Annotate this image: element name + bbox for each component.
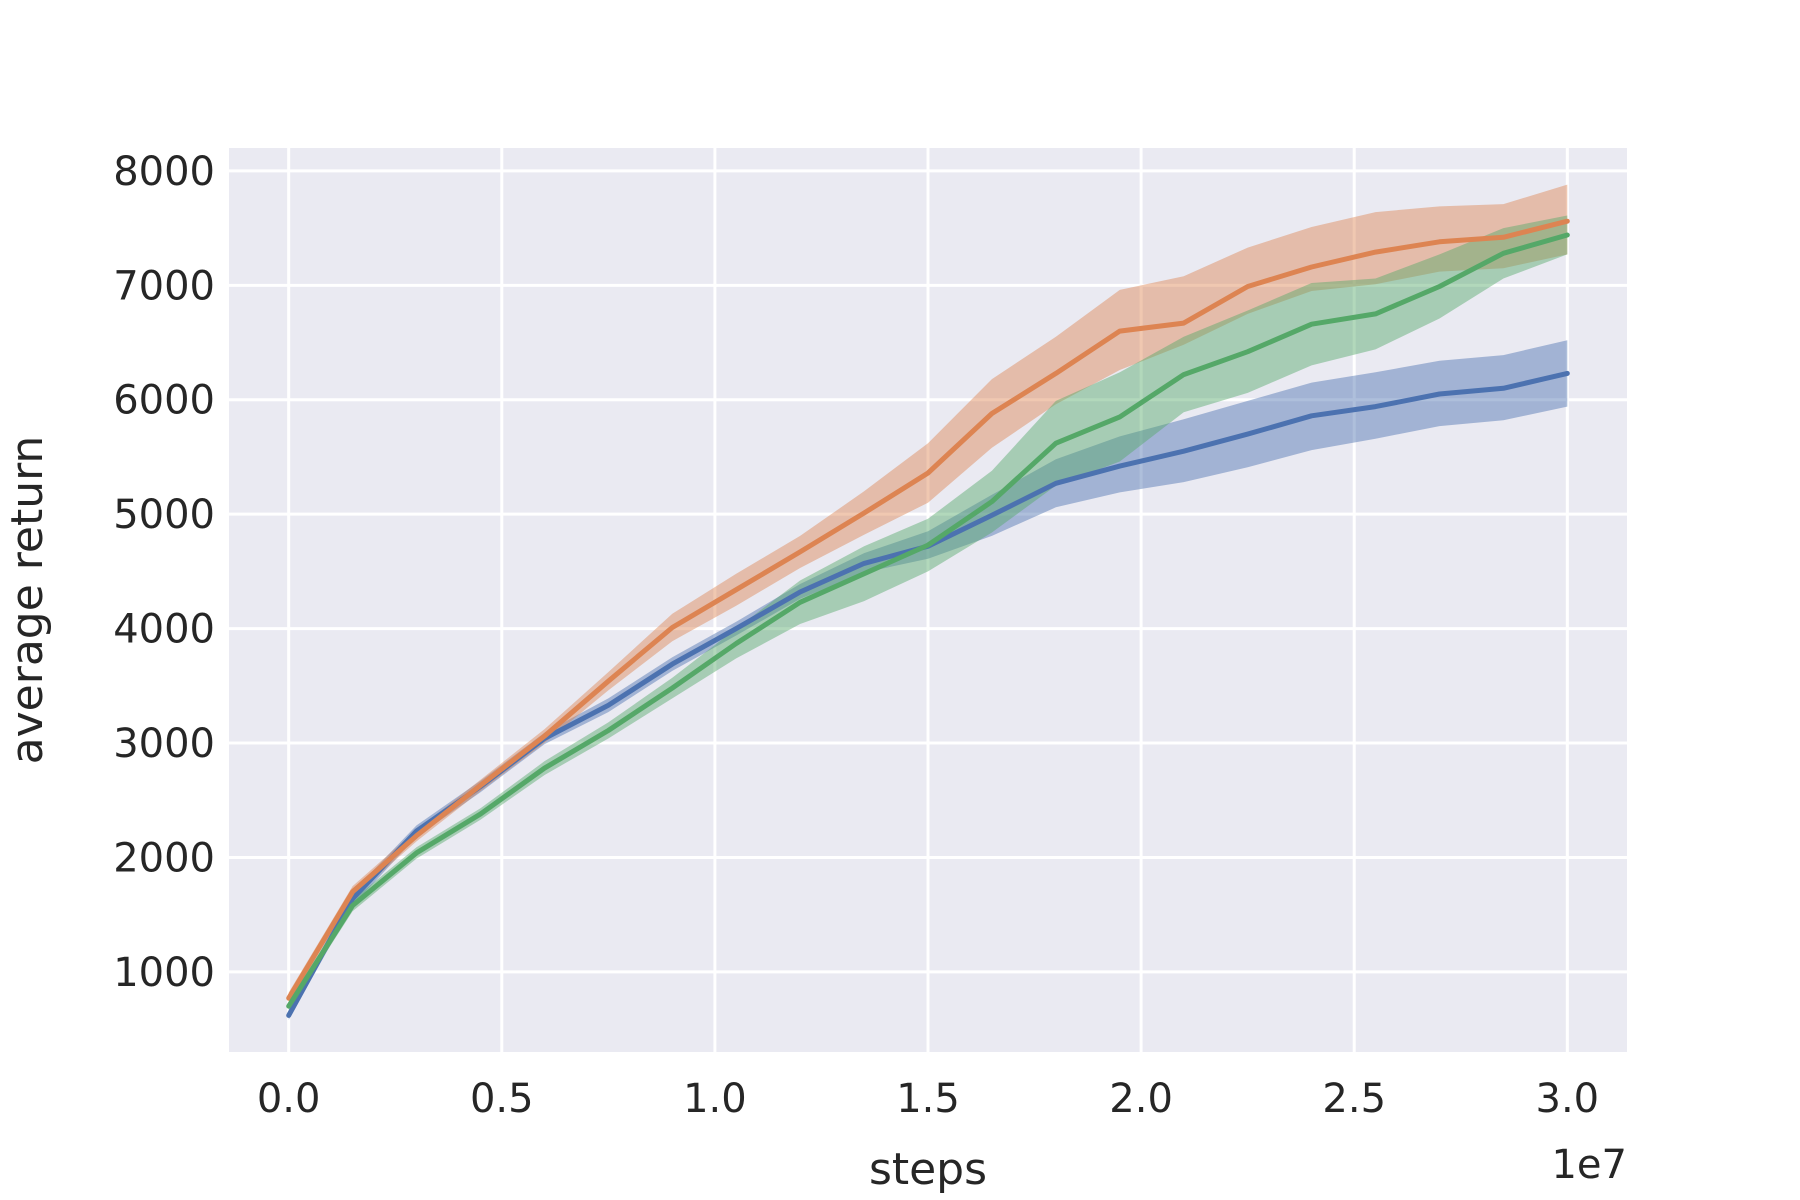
series-lines [286,218,1570,1018]
y-tick-label: 3000 [113,721,215,767]
y-tick-label: 5000 [113,492,215,538]
y-axis-label: average return [2,436,53,765]
y-tick-label: 7000 [113,263,215,309]
x-axis-label: steps [869,1144,987,1195]
series-3-line [286,232,1570,1009]
y-tick-label: 8000 [113,149,215,195]
x-tick-label: 0.5 [470,1076,534,1122]
y-tick-label: 2000 [113,835,215,881]
x-tick-label: 3.0 [1536,1076,1600,1122]
x-axis-offset-label: 1e7 [1551,1142,1627,1188]
series-2-band [288,184,1568,1004]
series-3-band [288,215,1568,1011]
x-tick-label: 2.5 [1322,1076,1386,1122]
y-tick-label: 6000 [113,378,215,424]
y-tick-labels: 1000 2000 3000 4000 5000 6000 7000 8000 [113,149,215,996]
x-tick-labels: 0.0 0.5 1.0 1.5 2.0 2.5 3.0 [257,1076,1599,1122]
x-tick-label: 2.0 [1109,1076,1173,1122]
confidence-bands [288,184,1568,1020]
y-tick-label: 4000 [113,607,215,653]
x-tick-label: 1.5 [896,1076,960,1122]
x-tick-label: 1.0 [683,1076,747,1122]
series-1-band [288,340,1568,1020]
y-tick-label: 1000 [113,950,215,996]
series-2-line [286,218,1570,1001]
x-tick-label: 0.0 [257,1076,321,1122]
grid [229,148,1627,1052]
